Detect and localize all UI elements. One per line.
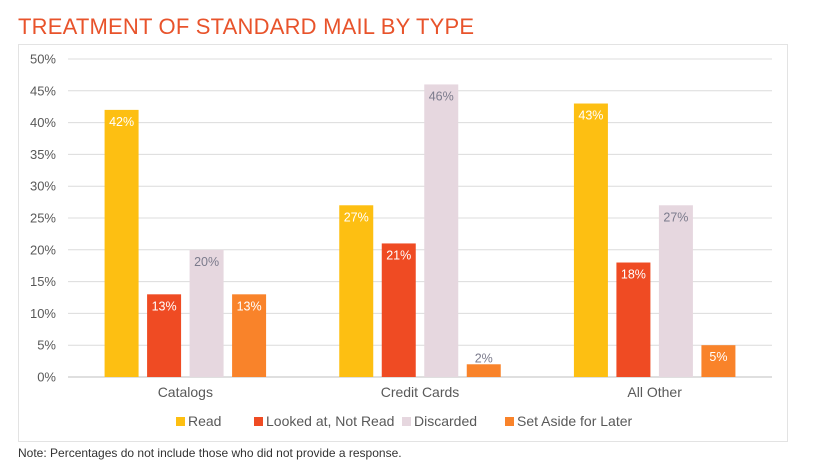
bar (658, 205, 693, 377)
legend-label: Looked at, Not Read (266, 413, 394, 429)
legend-swatch (176, 417, 185, 426)
y-tick-label: 50% (30, 52, 56, 67)
y-tick-label: 45% (30, 83, 56, 98)
x-category-label: Credit Cards (381, 384, 460, 400)
data-label: 13% (152, 299, 177, 313)
legend-swatch (254, 417, 263, 426)
legend-label: Discarded (414, 413, 477, 429)
y-tick-label: 25% (30, 211, 56, 226)
chart-note: Note: Percentages do not include those w… (18, 446, 402, 460)
legend-label: Read (188, 413, 221, 429)
bar (424, 84, 459, 377)
bar (701, 345, 736, 377)
bar (104, 109, 139, 377)
legend-label: Set Aside for Later (517, 413, 633, 429)
y-tick-label: 0% (37, 370, 56, 385)
data-label: 27% (344, 210, 369, 224)
y-tick-label: 20% (30, 242, 56, 257)
x-category-label: Catalogs (158, 384, 213, 400)
y-tick-label: 10% (30, 306, 56, 321)
data-label: 5% (709, 350, 727, 364)
data-label: 27% (663, 210, 688, 224)
data-label: 20% (194, 255, 219, 269)
bar (616, 262, 651, 377)
y-tick-label: 35% (30, 147, 56, 162)
bar (147, 294, 182, 377)
legend-swatch (402, 417, 411, 426)
bar (466, 364, 501, 377)
y-tick-label: 40% (30, 115, 56, 130)
chart-title: TREATMENT OF STANDARD MAIL BY TYPE (18, 14, 475, 39)
data-label: 42% (109, 115, 134, 129)
data-label: 43% (578, 109, 603, 123)
y-tick-label: 30% (30, 179, 56, 194)
bar (232, 294, 267, 377)
bar (339, 205, 374, 377)
bar (573, 103, 608, 378)
data-label: 13% (237, 299, 262, 313)
data-label: 21% (386, 248, 411, 262)
bar (189, 249, 224, 377)
bar (381, 243, 416, 377)
y-tick-label: 5% (37, 338, 56, 353)
data-label: 18% (621, 268, 646, 282)
legend-swatch (505, 417, 514, 426)
y-tick-label: 15% (30, 274, 56, 289)
data-label: 2% (475, 351, 493, 365)
x-category-label: All Other (627, 384, 682, 400)
data-label: 46% (429, 89, 454, 103)
